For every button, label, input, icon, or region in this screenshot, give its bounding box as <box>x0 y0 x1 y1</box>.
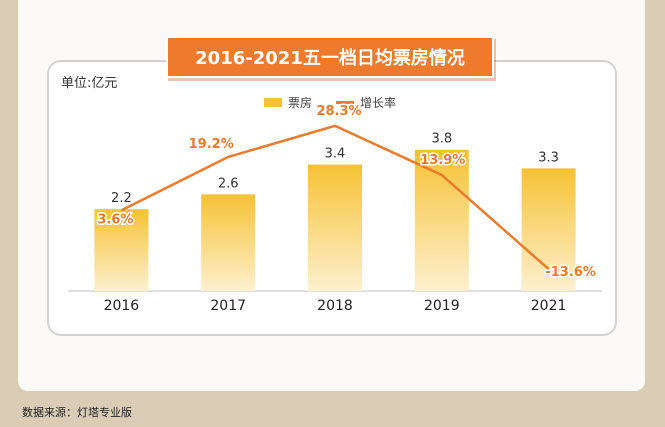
growth-rate-label-2018: 28.3% <box>316 104 361 119</box>
chart-title: 2016-2021五一档日均票房情况 <box>166 36 494 78</box>
growth-rate-line <box>120 124 550 271</box>
bar-2017 <box>201 194 256 291</box>
legend-bar-label: 票房 <box>288 95 313 110</box>
growth-rate-label-2016: 3.6% <box>97 212 133 227</box>
growth-rate-label-2019: 13.9% <box>420 153 465 168</box>
bar-value-label-2017: 2.6 <box>218 176 239 191</box>
growth-rate-label-2017: 19.2% <box>189 137 234 152</box>
legend-line-label: 增长率 <box>360 95 397 110</box>
x-tick-label-2018: 2018 <box>317 298 353 314</box>
bar-2018 <box>308 164 362 291</box>
x-tick-label-2019: 2019 <box>424 298 460 314</box>
bar-value-label-2018: 3.4 <box>325 147 346 162</box>
bar-value-label-2019: 3.8 <box>431 132 452 147</box>
bar-2019 <box>414 149 469 291</box>
x-tick-label-2016: 2016 <box>104 298 140 314</box>
data-source: 数据来源：灯塔专业版 <box>22 406 132 419</box>
x-tick-label-2017: 2017 <box>210 298 246 314</box>
chart-legend: 票房 增长率 <box>264 94 396 110</box>
bar-value-label-2016: 2.2 <box>111 191 132 206</box>
legend-bar-swatch <box>264 97 282 107</box>
bar-2021 <box>521 168 576 291</box>
unit-label: 单位:亿元 <box>61 76 118 91</box>
growth-rate-label-2021: -13.6% <box>545 265 596 280</box>
bar-value-label-2021: 3.3 <box>538 150 559 165</box>
x-tick-label-2021: 2021 <box>531 298 567 314</box>
bar-2016 <box>94 209 149 291</box>
legend-line-swatch <box>336 100 355 104</box>
